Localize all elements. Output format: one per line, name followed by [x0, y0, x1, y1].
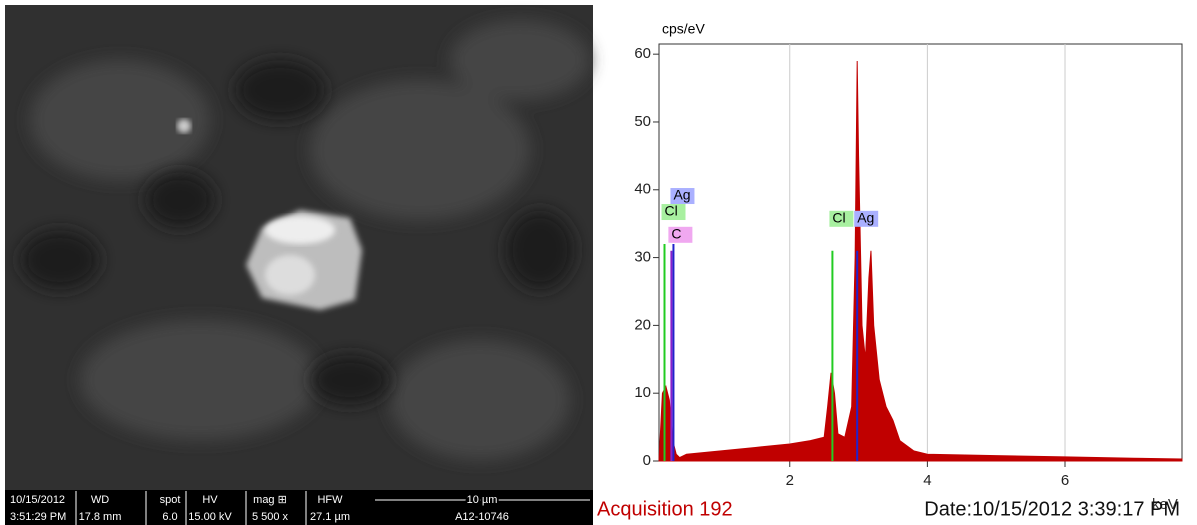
y-axis-label: cps/eV — [662, 21, 705, 37]
y-tick-label: 20 — [634, 316, 651, 333]
image-id: A12-10746 — [455, 511, 509, 523]
field-label: mag ⊞ — [253, 494, 287, 506]
y-tick-label: 0 — [643, 452, 651, 469]
x-tick-label: 2 — [786, 472, 794, 489]
y-tick-label: 60 — [634, 45, 651, 62]
footer-left: Acquisition 192 — [597, 498, 733, 520]
sem-image — [5, 5, 593, 490]
y-tick-label: 40 — [634, 181, 651, 198]
field-label: spot — [160, 494, 181, 506]
element-box — [668, 226, 693, 243]
scale-label: 10 µm — [467, 494, 498, 506]
spectrum — [658, 60, 1183, 462]
field-value: 6.0 — [162, 511, 177, 523]
element-box — [661, 204, 686, 221]
spectrum-chart: cps/eV keV Acquisition 192 Date:10/15/20… — [597, 21, 1183, 520]
x-axis-label: keV — [1152, 496, 1178, 513]
x-tick-label: 6 — [1061, 472, 1069, 489]
footer-right: Date:10/15/2012 3:39:17 PM — [924, 498, 1180, 520]
element-label: Ag — [857, 210, 874, 226]
databar: 10/15/2012 3:51:29 PM WD 17.8 mm spot 6.0 HV… — [5, 490, 593, 525]
element-box — [854, 210, 879, 227]
field-label: HV — [202, 494, 218, 506]
field-label: HFW — [317, 494, 343, 506]
element-box — [670, 188, 695, 205]
time: 3:51:29 PM — [10, 511, 66, 523]
y-tick-label: 10 — [634, 384, 651, 401]
field-value: 15.00 kV — [188, 511, 232, 523]
plot-area — [658, 43, 1183, 462]
field-value: 27.1 µm — [310, 511, 350, 523]
date: 10/15/2012 — [10, 494, 65, 506]
element-label: C — [671, 226, 681, 242]
element-label: Cl — [832, 210, 845, 226]
element-label: Ag — [673, 187, 690, 203]
field-label: WD — [91, 494, 109, 506]
fields: WD 17.8 mm spot 6.0 HV 15.00 kV mag ⊞ 5 500 x HF… — [75, 491, 350, 525]
y-tick-label: 50 — [634, 113, 651, 130]
element-box — [829, 210, 854, 227]
x-tick-label: 4 — [923, 472, 931, 489]
field-value: 17.8 mm — [79, 511, 122, 523]
y-tick-label: 30 — [634, 249, 651, 266]
element-label: Cl — [665, 203, 678, 219]
field-value: 5 500 x — [252, 511, 289, 523]
